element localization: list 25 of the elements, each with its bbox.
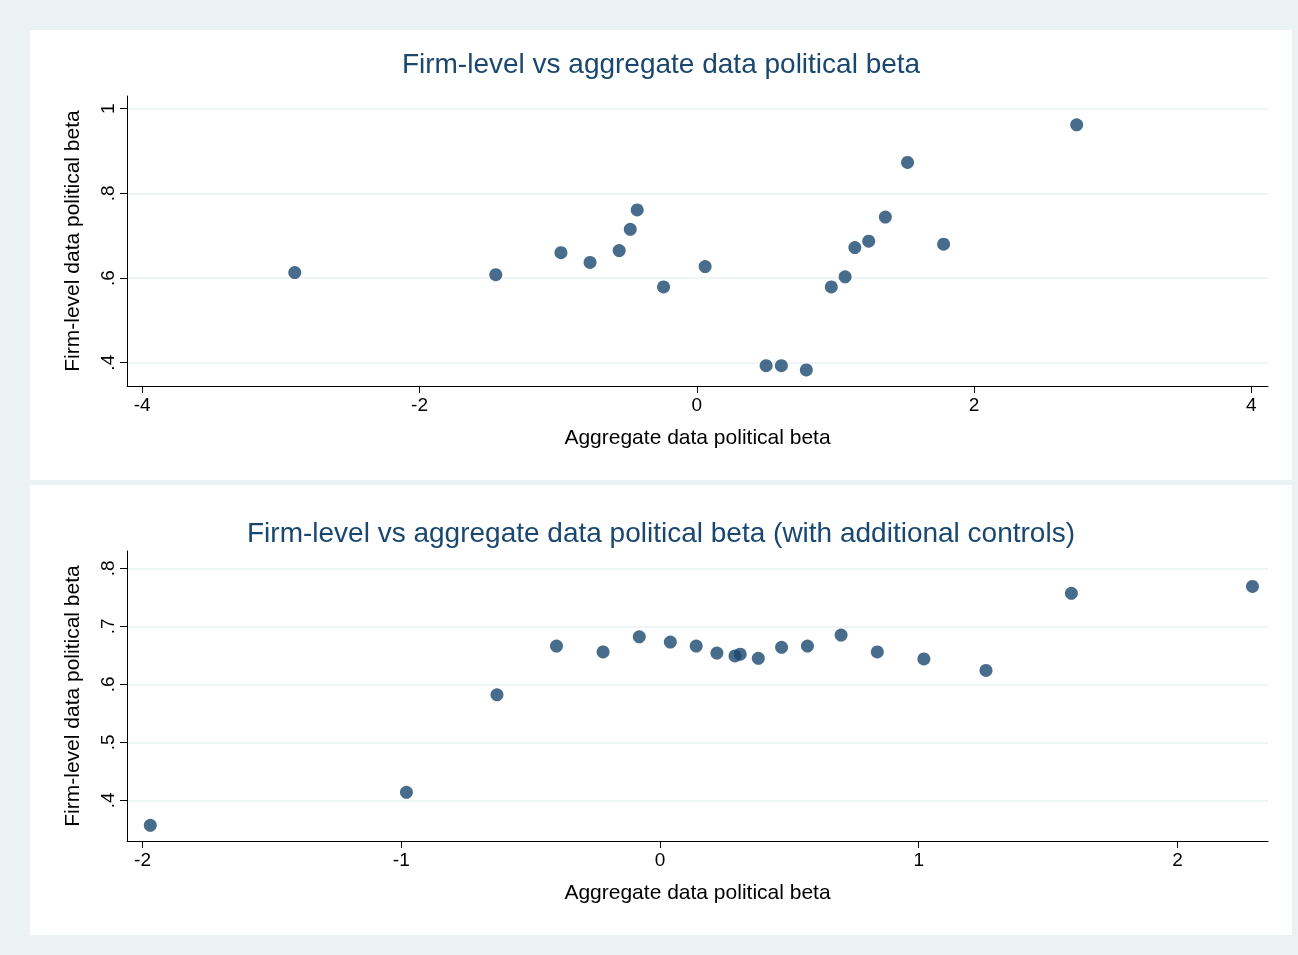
y-axis-title: Firm-level data political beta [60,564,83,827]
y-tick-label: .8 [97,560,118,577]
x-tick-label: 1 [913,849,924,870]
chart-title: Firm-level vs aggregate data political beta (with additional controls) [247,516,1075,548]
y-tick-label: 1 [97,103,118,114]
x-tick-label: -2 [411,394,428,415]
x-tick-label: -1 [392,849,410,870]
y-tick-label: .4 [97,792,118,809]
y-tick-label: .6 [97,676,118,693]
x-axis-title: Aggregate data political beta [564,880,831,903]
chart-title: Firm-level vs aggregate data political beta [401,47,921,79]
x-tick-label: -2 [134,849,151,870]
y-axis-title: Firm-level data political beta [60,109,83,372]
y-tick-label: .5 [97,734,118,751]
y-tick-label: .6 [97,270,118,286]
x-axis-title: Aggregate data political beta [564,425,831,448]
x-tick-label: 2 [968,394,980,415]
y-tick-label: .8 [97,185,118,202]
x-tick-label: 2 [1172,849,1183,870]
x-tick-label: 4 [1246,394,1258,415]
y-tick-label: .7 [97,618,118,635]
x-tick-label: 0 [654,849,666,870]
x-tick-label: 0 [691,394,703,415]
y-tick-label: .4 [97,354,118,371]
x-tick-label: -4 [133,394,152,415]
